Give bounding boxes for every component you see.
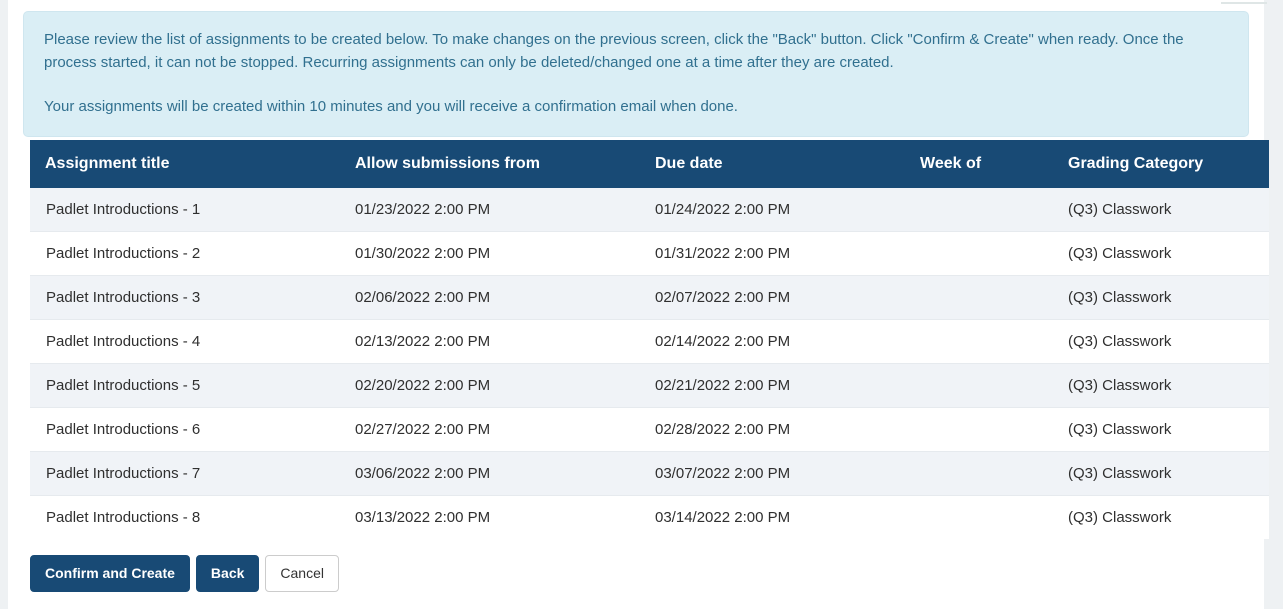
cell-due-date: 02/07/2022 2:00 PM xyxy=(655,275,920,320)
cell-allow-submissions-from: 02/20/2022 2:00 PM xyxy=(355,363,655,408)
page-canvas: Please review the list of assignments to… xyxy=(8,0,1269,609)
cell-assignment-title: Padlet Introductions - 5 xyxy=(30,363,355,408)
cell-week-of xyxy=(920,451,1068,496)
cell-allow-submissions-from: 02/27/2022 2:00 PM xyxy=(355,407,655,452)
cell-grading-category: (Q3) Classwork xyxy=(1068,275,1269,320)
cell-assignment-title: Padlet Introductions - 2 xyxy=(30,231,355,276)
table-row: Padlet Introductions - 8 03/13/2022 2:00 … xyxy=(30,495,1269,539)
cell-week-of xyxy=(920,319,1068,364)
back-button[interactable]: Back xyxy=(195,555,260,592)
table-row: Padlet Introductions - 1 01/23/2022 2:00 … xyxy=(30,188,1269,232)
cell-week-of xyxy=(920,495,1068,539)
cell-grading-category: (Q3) Classwork xyxy=(1068,407,1269,452)
page-gutter-left xyxy=(0,0,8,609)
action-button-bar: Confirm and Create Back Cancel xyxy=(30,555,339,592)
column-header-grading-category: Grading Category xyxy=(1068,140,1269,188)
assignments-table-body: Padlet Introductions - 1 01/23/2022 2:00 … xyxy=(30,188,1269,539)
confirm-and-create-button[interactable]: Confirm and Create xyxy=(30,555,190,592)
cell-due-date: 03/14/2022 2:00 PM xyxy=(655,495,920,539)
cell-allow-submissions-from: 01/23/2022 2:00 PM xyxy=(355,201,491,218)
cell-assignment-title: Padlet Introductions - 3 xyxy=(30,275,355,320)
cell-assignment-title: Padlet Introductions - 4 xyxy=(30,319,355,364)
cell-grading-category: (Q3) Classwork xyxy=(1068,201,1172,218)
column-header-week-of: Week of xyxy=(920,140,1068,188)
assignments-table-container: Assignment title Allow submissions from … xyxy=(30,140,1269,539)
assignments-table: Assignment title Allow submissions from … xyxy=(30,140,1269,539)
cell-assignment-title: Padlet Introductions - 7 xyxy=(30,451,355,496)
cell-allow-submissions-from: 02/06/2022 2:00 PM xyxy=(355,275,655,320)
cell-week-of xyxy=(920,407,1068,452)
table-row: Padlet Introductions - 6 02/27/2022 2:00 … xyxy=(30,407,1269,452)
table-row: Padlet Introductions - 7 03/06/2022 2:00 … xyxy=(30,451,1269,496)
cell-allow-submissions-from: 01/30/2022 2:00 PM xyxy=(355,231,655,276)
cell-due-date: 02/21/2022 2:00 PM xyxy=(655,363,920,408)
cell-week-of xyxy=(920,188,1068,232)
top-divider-rule xyxy=(1221,2,1267,4)
table-row: Padlet Introductions - 5 02/20/2022 2:00 … xyxy=(30,363,1269,408)
assignments-table-head: Assignment title Allow submissions from … xyxy=(30,140,1269,188)
cell-allow-submissions-from: 03/13/2022 2:00 PM xyxy=(355,495,655,539)
cell-week-of xyxy=(920,231,1068,276)
column-header-allow-submissions-from: Allow submissions from xyxy=(355,140,655,188)
cell-due-date: 01/24/2022 2:00 PM xyxy=(655,201,791,218)
cell-assignment-title: Padlet Introductions - 6 xyxy=(30,407,355,452)
cell-grading-category: (Q3) Classwork xyxy=(1068,363,1269,408)
cell-due-date: 03/07/2022 2:00 PM xyxy=(655,451,920,496)
cell-allow-submissions-from: 02/13/2022 2:00 PM xyxy=(355,319,655,364)
cell-due-date: 02/28/2022 2:00 PM xyxy=(655,407,920,452)
cell-assignment-title: Padlet Introductions - 8 xyxy=(30,495,355,539)
table-row: Padlet Introductions - 4 02/13/2022 2:00 … xyxy=(30,319,1269,364)
table-row: Padlet Introductions - 2 01/30/2022 2:00 … xyxy=(30,231,1269,276)
cell-grading-category: (Q3) Classwork xyxy=(1068,451,1269,496)
alert-paragraph-2: Your assignments will be created within … xyxy=(44,97,738,115)
cell-assignment-title: Padlet Introductions - 1 xyxy=(46,201,201,218)
table-header-row: Assignment title Allow submissions from … xyxy=(30,140,1269,188)
alert-spacer xyxy=(44,75,1230,95)
cell-week-of xyxy=(920,275,1068,320)
column-header-assignment-title: Assignment title xyxy=(30,140,355,188)
cancel-button[interactable]: Cancel xyxy=(265,555,339,592)
alert-paragraph-1: Please review the list of assignments to… xyxy=(44,31,1184,72)
cell-allow-submissions-from: 03/06/2022 2:00 PM xyxy=(355,451,655,496)
cell-grading-category: (Q3) Classwork xyxy=(1068,231,1269,276)
table-row: Padlet Introductions - 3 02/06/2022 2:00 … xyxy=(30,275,1269,320)
cell-grading-category: (Q3) Classwork xyxy=(1068,319,1269,364)
cell-grading-category: (Q3) Classwork xyxy=(1068,495,1269,539)
cell-due-date: 02/14/2022 2:00 PM xyxy=(655,319,920,364)
cell-due-date: 01/31/2022 2:00 PM xyxy=(655,231,920,276)
info-alert: Please review the list of assignments to… xyxy=(23,11,1249,137)
cell-week-of xyxy=(920,363,1068,408)
column-header-due-date: Due date xyxy=(655,140,920,188)
